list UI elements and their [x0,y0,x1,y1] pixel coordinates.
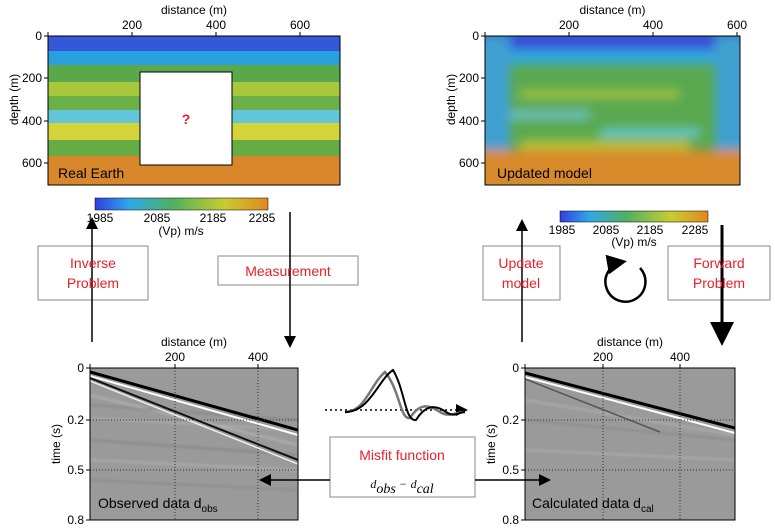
formula-sub: cal [417,482,434,497]
unknown-mark: ? [182,111,191,127]
box-label: Measurement [245,263,331,279]
box-label: Problem [693,275,745,291]
y-tick-label: 0.5 [502,463,519,477]
y-tick-label: 200 [459,71,479,85]
x-tick-label: 200 [593,350,613,364]
caption-text: Real Earth [58,165,124,181]
y-tick-label: 600 [22,156,42,170]
y-tick-label: 0 [35,29,42,43]
x-tick-label: 200 [165,350,185,364]
x-tick-label: 400 [670,350,690,364]
x-axis-label: distance (m) [579,3,645,17]
colorbar-tick-label: 2085 [144,211,171,225]
formula-operator: − [400,477,407,491]
colorbar-tick-label: 2285 [682,223,709,237]
y-axis-label: depth (m) [444,74,458,125]
fwi-diagram: ? [0,0,775,528]
y-axis-label: time (s) [49,424,63,464]
colorbar-tick-label: 1985 [87,211,114,225]
panel-caption: Updated model [497,165,592,181]
colorbar-tick-label: 2285 [249,211,276,225]
x-axis-label: distance (m) [597,335,663,349]
box-label: Inverse [70,255,116,271]
y-tick-label: 400 [459,114,479,128]
y-axis-label: depth (m) [7,74,21,125]
y-tick-label: 0.8 [502,513,519,527]
colorbar [95,198,268,210]
caption-text: Calculated data d [532,495,641,511]
x-axis-label: distance (m) [161,3,227,17]
caption-sub: obs [202,504,218,515]
y-tick-label: 600 [459,156,479,170]
y-tick-label: 0 [472,29,479,43]
x-tick-label: 200 [122,18,142,32]
caption-text: Observed data d [98,495,202,511]
colorbar [560,211,708,222]
misfit-title: Misfit function [359,447,445,463]
real-earth-model [48,36,340,185]
y-tick-label: 0.8 [67,513,84,527]
y-tick-label: 0.2 [502,413,519,427]
x-tick-label: 400 [248,350,268,364]
x-tick-label: 200 [559,18,579,32]
y-axis-label: time (s) [484,424,498,464]
caption-sub: cal [641,504,654,515]
x-tick-label: 600 [290,18,310,32]
x-axis-label: distance (m) [161,335,227,349]
y-tick-label: 0 [77,361,84,375]
x-tick-label: 400 [206,18,226,32]
y-tick-label: 200 [22,71,42,85]
formula-sub: obs [376,482,396,497]
y-tick-label: 0 [512,361,519,375]
box-label: Forward [693,255,744,271]
box-label: Update [498,255,543,271]
x-tick-label: 400 [643,18,663,32]
caption-text: Updated model [497,165,592,181]
box-label: model [502,275,540,291]
colorbar-label: (Vp) m/s [611,235,656,249]
colorbar-tick-label: 2185 [200,211,227,225]
panel-caption: Real Earth [58,165,124,181]
box-label: Problem [67,275,119,291]
y-tick-label: 0.2 [67,413,84,427]
colorbar-label: (Vp) m/s [158,224,203,238]
x-tick-label: 600 [727,18,747,32]
y-tick-label: 0.5 [67,463,84,477]
colorbar-tick-label: 1985 [549,223,576,237]
y-tick-label: 400 [22,114,42,128]
